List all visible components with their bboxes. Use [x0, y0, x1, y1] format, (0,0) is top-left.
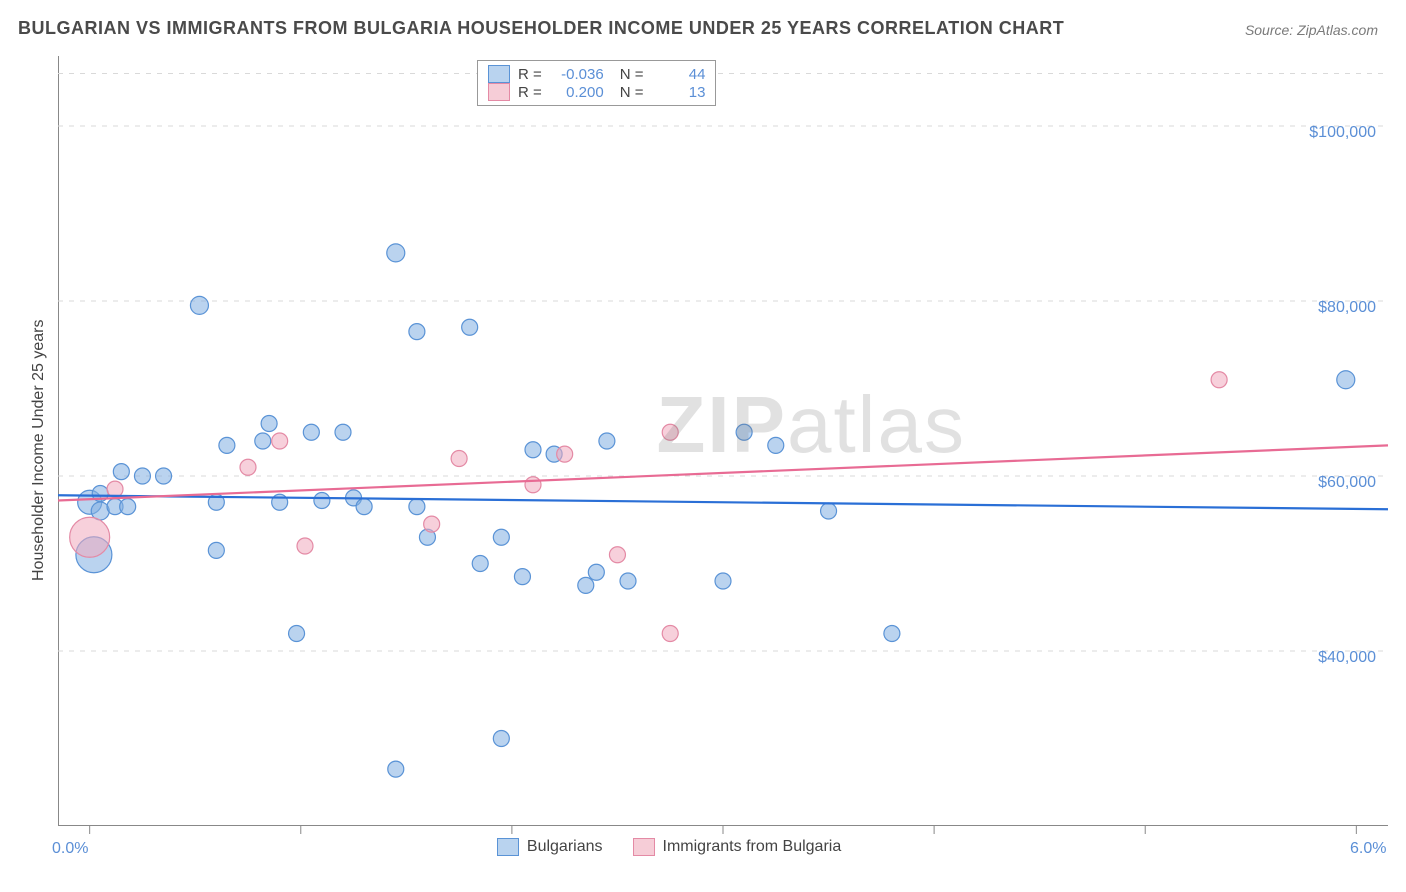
n-label: N =: [620, 84, 644, 101]
r-label: R =: [518, 84, 542, 101]
x-axis-min-label: 0.0%: [52, 840, 88, 858]
n-value: 44: [651, 66, 705, 83]
legend-swatch: [497, 838, 519, 856]
series-legend-label: Bulgarians: [527, 838, 603, 856]
correlation-legend-row: R = 0.200 N = 13: [488, 83, 706, 101]
correlation-legend-row: R = -0.036 N = 44: [488, 65, 706, 83]
x-axis-max-label: 6.0%: [1350, 840, 1386, 858]
series-legend: Bulgarians Immigrants from Bulgaria: [497, 838, 841, 856]
r-value: 0.200: [550, 84, 604, 101]
n-value: 13: [651, 84, 705, 101]
y-tick-label: $40,000: [1318, 649, 1376, 667]
r-label: R =: [518, 66, 542, 83]
legend-swatch: [488, 65, 510, 83]
legend-swatch: [488, 83, 510, 101]
chart-title: BULGARIAN VS IMMIGRANTS FROM BULGARIA HO…: [18, 18, 1064, 39]
legend-swatch: [633, 838, 655, 856]
series-legend-item: Bulgarians: [497, 838, 603, 856]
source-attribution: Source: ZipAtlas.com: [1245, 22, 1378, 38]
y-tick-label: $100,000: [1309, 124, 1376, 142]
series-legend-label: Immigrants from Bulgaria: [663, 838, 842, 856]
r-value: -0.036: [550, 66, 604, 83]
chart-svg: [58, 56, 1388, 826]
y-tick-label: $60,000: [1318, 474, 1376, 492]
y-tick-label: $80,000: [1318, 299, 1376, 317]
y-axis-title: Householder Income Under 25 years: [30, 320, 48, 581]
correlation-legend: R = -0.036 N = 44 R = 0.200 N = 13: [477, 60, 717, 106]
n-label: N =: [620, 66, 644, 83]
series-legend-item: Immigrants from Bulgaria: [633, 838, 842, 856]
